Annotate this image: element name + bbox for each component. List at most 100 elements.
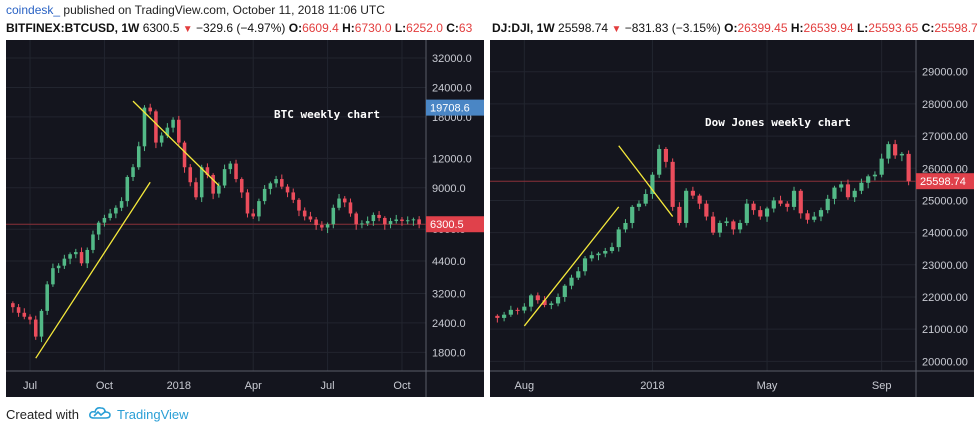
price-marker: [426, 99, 484, 116]
btc-chart-panel[interactable]: 1800.02400.03200.04400.06000.09000.01200…: [6, 40, 484, 397]
candle-body: [331, 207, 336, 225]
candle-body: [508, 309, 513, 315]
candle-body: [495, 315, 500, 318]
trendline[interactable]: [132, 100, 220, 186]
y-tick-label: 1800.0: [432, 347, 466, 359]
candle-body: [245, 192, 250, 214]
chart-title-annotation: BTC weekly chart: [274, 108, 380, 121]
candle-body: [360, 223, 364, 225]
tradingview-cloud-icon: [89, 406, 111, 423]
candle-body: [182, 142, 187, 168]
candle-body: [866, 176, 871, 183]
trendline[interactable]: [618, 145, 674, 217]
candle-body: [582, 258, 588, 272]
candle-body: [697, 195, 702, 204]
candle-body: [365, 221, 370, 224]
low-value: 6252.0: [406, 21, 443, 35]
candle-body: [51, 268, 55, 285]
trendline[interactable]: [35, 181, 151, 359]
candle-body: [411, 219, 416, 221]
candle-body: [136, 146, 141, 168]
price-marker-label: 19708.6: [430, 103, 470, 115]
trendline[interactable]: [523, 206, 620, 327]
candle-body: [239, 179, 244, 193]
candle-body: [268, 183, 273, 189]
candle-body: [764, 208, 770, 217]
candle-body: [205, 167, 210, 175]
candle-body: [839, 184, 844, 188]
candle-body: [535, 295, 540, 301]
candle-body: [812, 216, 817, 220]
candle-body: [11, 303, 15, 308]
candle-body: [165, 127, 170, 136]
candle-body: [731, 221, 736, 230]
chart-title-annotation: Dow Jones weekly chart: [705, 116, 851, 129]
dji-chart-panel[interactable]: 20000.00 21000.00 22000.00 23000.00 24000.00…: [490, 40, 974, 397]
y-tick-label: 28000.00: [922, 99, 968, 111]
candle-body: [845, 184, 851, 198]
ticker-line-btc: BITFINEX:BTCUSD, 1W 6300.5 ▼ −329.6 (−4.…: [6, 21, 488, 35]
x-tick-label: Oct: [96, 380, 113, 392]
candle-body: [771, 200, 776, 209]
candle-body: [325, 224, 330, 228]
y-tick-label: 3200.0: [432, 289, 466, 301]
candle-body: [228, 163, 233, 170]
candle-body: [832, 187, 837, 199]
symbol: DJ:DJI, 1W: [492, 21, 555, 35]
high-value: 26539.94: [803, 21, 854, 35]
candle-body: [704, 203, 709, 217]
last-price: 6300.5: [142, 21, 180, 35]
candle-body: [125, 176, 130, 202]
candle-body: [257, 201, 261, 217]
candle-body: [657, 148, 662, 175]
candle-body: [377, 214, 381, 218]
candle-body: [798, 190, 803, 214]
candle-body: [142, 107, 147, 147]
candle-body: [502, 314, 507, 318]
candle-body: [690, 190, 695, 196]
open-label: O:: [724, 21, 738, 35]
candle-body: [737, 222, 743, 230]
btc-chart[interactable]: 1800.02400.03200.04400.06000.09000.01200…: [6, 40, 484, 397]
candle-body: [515, 309, 520, 311]
y-tick-label: 27000.00: [922, 131, 968, 143]
candle-body: [596, 253, 601, 256]
low-value: 25593.65: [868, 21, 919, 35]
candle-body: [711, 216, 716, 233]
close-value: 25598.74: [934, 21, 978, 35]
dji-chart[interactable]: 20000.00 21000.00 22000.00 23000.00 24000.00…: [490, 40, 974, 397]
y-tick-label: 4400.0: [432, 256, 466, 268]
candle-body: [274, 179, 278, 184]
candle-body: [522, 306, 527, 311]
candle-body: [886, 144, 891, 159]
open-value: 6609.4: [302, 21, 339, 35]
publish-date: published on TradingView.com, October 11…: [63, 3, 385, 17]
x-tick-label: 2018: [640, 380, 664, 392]
high-label: H:: [790, 21, 804, 35]
y-tick-label: 29000.00: [922, 67, 968, 79]
candle-body: [79, 252, 84, 264]
candle-body: [555, 296, 561, 304]
candle-body: [663, 148, 669, 162]
candle-body: [354, 213, 358, 225]
candle-body: [825, 198, 830, 211]
candle-body: [893, 144, 898, 156]
candle-body: [879, 158, 884, 175]
candle-body: [670, 161, 675, 207]
high-value: 6730.0: [354, 21, 392, 35]
candle-body: [74, 252, 78, 255]
close-label: C:: [446, 21, 459, 35]
candle-body: [400, 219, 404, 222]
candle-body: [217, 185, 221, 194]
y-tick-label: 24000.0: [432, 82, 472, 94]
candle-body: [119, 201, 124, 208]
y-tick-label: 26000.00: [922, 163, 968, 175]
candle-body: [85, 249, 90, 264]
candle-body: [616, 229, 621, 248]
low-label: L:: [856, 21, 869, 35]
price-marker: [916, 173, 974, 190]
tradingview-link[interactable]: TradingView: [116, 407, 189, 422]
created-with-label: Created with: [6, 407, 79, 422]
author-link[interactable]: coindesk_: [6, 3, 61, 17]
x-tick-label: May: [757, 380, 778, 392]
